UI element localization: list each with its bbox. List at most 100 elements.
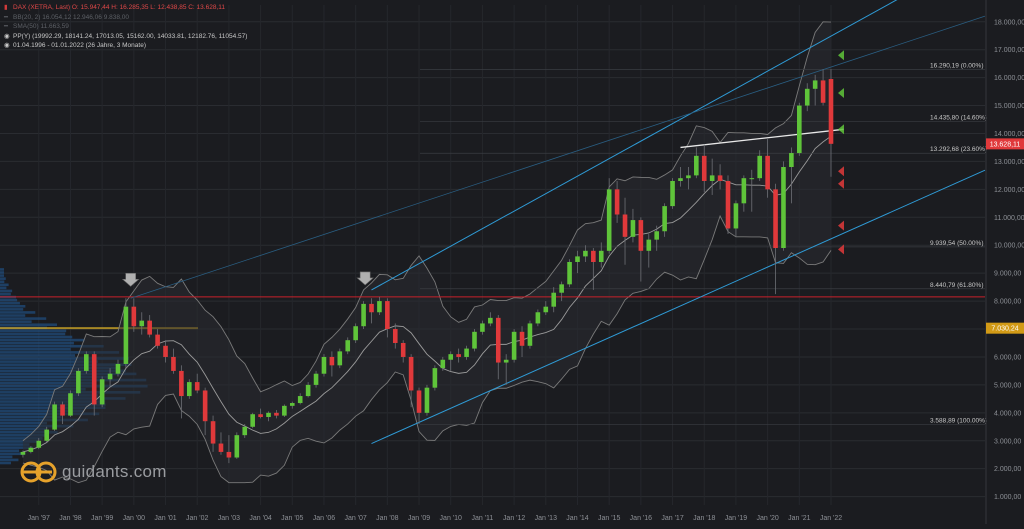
line-icon: ━ bbox=[4, 23, 8, 31]
pivot-arrow-marker bbox=[838, 178, 844, 189]
candle-body bbox=[591, 250, 596, 262]
x-tick-label: Jan '97 bbox=[28, 515, 50, 522]
bollinger-upper-line bbox=[22, 21, 832, 442]
candle-body bbox=[377, 301, 382, 313]
candle-body bbox=[250, 414, 255, 427]
candle-body bbox=[131, 306, 137, 327]
candle-body bbox=[686, 175, 691, 179]
x-tick-label: Jan '11 bbox=[471, 515, 493, 522]
candle-body bbox=[123, 306, 129, 364]
volume-profile-bar bbox=[0, 344, 104, 348]
candle-body bbox=[392, 329, 398, 343]
candle-body bbox=[234, 435, 240, 458]
volume-profile-bar bbox=[0, 323, 58, 327]
candle-body bbox=[670, 180, 675, 207]
candle-body bbox=[828, 79, 834, 144]
candle-body bbox=[218, 443, 224, 452]
y-tick-label: 13.000,00 bbox=[994, 159, 1024, 166]
volume-profile-bar bbox=[0, 437, 43, 440]
x-tick-label: Jan '18 bbox=[693, 515, 715, 522]
x-tick-label: Jan '13 bbox=[535, 515, 557, 522]
candle-body bbox=[543, 306, 549, 313]
candle-body bbox=[733, 203, 739, 229]
volume-profile-bar bbox=[0, 430, 58, 434]
candle-body bbox=[226, 451, 232, 458]
volume-profile-bar bbox=[0, 338, 85, 342]
x-tick-label: Jan '01 bbox=[154, 515, 176, 522]
guidants-logo-icon bbox=[20, 461, 57, 483]
x-tick-label: Jan '02 bbox=[186, 515, 208, 522]
bollinger-lower-line bbox=[22, 214, 832, 484]
candle-body bbox=[305, 384, 311, 397]
x-tick-label: Jan '99 bbox=[91, 515, 113, 522]
volume-profile-bar bbox=[0, 440, 40, 443]
candle-body bbox=[694, 155, 699, 176]
y-tick-label: 9.000,00 bbox=[994, 271, 1021, 278]
y-tick-label: 16.000,00 bbox=[994, 75, 1024, 82]
x-tick-label: Jan '15 bbox=[598, 515, 620, 522]
logo-text: guidants.com bbox=[62, 462, 167, 481]
candle-body bbox=[472, 331, 477, 349]
volume-profile-bar bbox=[0, 351, 120, 354]
candle-body bbox=[701, 155, 707, 181]
pivot-arrow-marker bbox=[838, 50, 844, 61]
candle-body bbox=[614, 189, 620, 215]
volume-profile-bar bbox=[0, 357, 129, 360]
candle-body bbox=[638, 220, 644, 251]
y-tick-label: 10.000,00 bbox=[994, 243, 1024, 250]
candle-body bbox=[456, 354, 461, 357]
candle-body bbox=[511, 331, 517, 360]
volume-profile-bar bbox=[0, 289, 13, 293]
legend-bollinger-text: BB(20, 2) 16.054,12 12.946,06 9.838,00 bbox=[13, 13, 130, 21]
candle-body bbox=[329, 356, 335, 366]
y-tick-label: 4.000,00 bbox=[994, 410, 1021, 417]
legend-sma: ━ SMA(50) 11.663,59 bbox=[4, 22, 247, 32]
volume-profile-bar bbox=[0, 311, 36, 314]
volume-profile-bar bbox=[0, 308, 24, 311]
candle-body bbox=[789, 153, 794, 168]
candle-body bbox=[773, 189, 778, 249]
candle-body bbox=[60, 404, 65, 416]
line-icon: ━ bbox=[4, 13, 8, 21]
candle-body bbox=[194, 382, 200, 391]
candle-body bbox=[115, 363, 121, 374]
calendar-icon: ◉ bbox=[4, 42, 10, 50]
candle-body bbox=[567, 261, 572, 285]
legend-bollinger: ━ BB(20, 2) 16.054,12 12.946,06 9.838,00 bbox=[4, 13, 247, 23]
fib-level-label: 8.440,79 (61.80%) bbox=[930, 282, 983, 289]
volume-profile-bar bbox=[0, 286, 7, 290]
candle-body bbox=[337, 351, 343, 366]
candle-body bbox=[717, 175, 723, 181]
volume-profile-bar bbox=[0, 348, 71, 351]
y-tick-label: 8.000,00 bbox=[994, 299, 1021, 306]
candle-body bbox=[709, 175, 715, 181]
volume-profile-bar bbox=[0, 329, 67, 333]
candle-body bbox=[400, 342, 406, 357]
volume-profile-bar bbox=[0, 320, 32, 323]
volume-profile-bar bbox=[0, 366, 120, 370]
volume-profile-bar bbox=[0, 446, 33, 449]
pivot-arrow-marker bbox=[838, 87, 844, 98]
volume-profile-bar bbox=[0, 415, 62, 419]
volume-profile-bar bbox=[0, 369, 126, 373]
candle-body bbox=[179, 370, 184, 397]
legend-pivot-text: PP(Y) (19992.29, 18141.24, 17013.05, 151… bbox=[13, 32, 248, 40]
volume-profile-bar bbox=[0, 271, 4, 274]
volume-profile-bar bbox=[0, 427, 48, 431]
x-tick-label: Jan '98 bbox=[59, 515, 81, 522]
x-tick-label: Jan '04 bbox=[249, 515, 271, 522]
candle-body bbox=[559, 284, 564, 293]
volume-profile-bar bbox=[0, 409, 84, 413]
candle-body bbox=[416, 390, 422, 413]
fib-level-label: 3.588,89 (100.00%) bbox=[930, 417, 987, 424]
last-price-label: 13.628,11 bbox=[990, 141, 1021, 148]
pivot-arrow-marker bbox=[838, 166, 844, 177]
candle-body bbox=[575, 256, 580, 262]
candle-body bbox=[654, 231, 660, 240]
candle-body bbox=[765, 155, 770, 190]
pivot-icon: ◉ bbox=[4, 32, 10, 40]
candle-body bbox=[551, 292, 557, 307]
channel-lower-line bbox=[371, 169, 986, 445]
candle-body bbox=[107, 373, 113, 380]
